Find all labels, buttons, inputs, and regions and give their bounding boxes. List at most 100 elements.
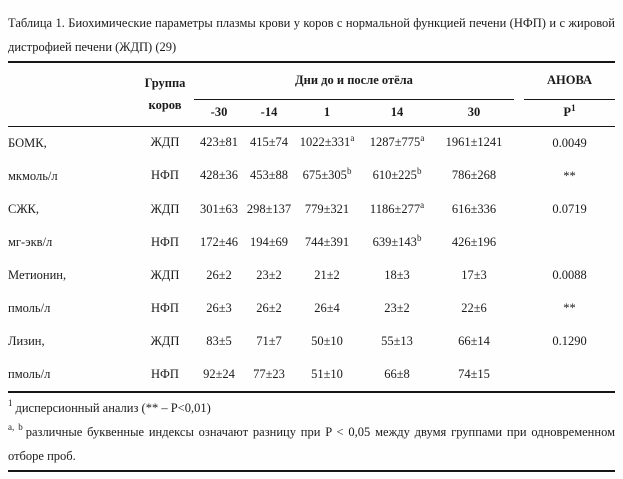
p-value-cell: 0.0049 **: [524, 126, 615, 193]
value-cell: 1961±1241: [445, 135, 503, 150]
value-cell: 616±336: [451, 201, 497, 216]
group-label: НФП: [151, 234, 179, 249]
value-cell: 77±23: [253, 366, 285, 381]
parameter-unit: пмоль/л: [8, 300, 51, 315]
parameter-szhk: СЖК, мг-экв/л: [8, 193, 136, 259]
p-header: P1: [524, 99, 615, 127]
group-label: ЖДП: [150, 201, 180, 216]
p-value: 0.0049: [552, 135, 587, 150]
footnote-2: a, b различные буквенные индексы означают…: [8, 420, 615, 468]
p-value: 0.0719: [552, 201, 587, 216]
parameter-bomk: БОМК, мкмоль/л: [8, 126, 136, 193]
footnote-2-text: различные буквенные индексы означают раз…: [8, 424, 615, 463]
significance-stars: **: [563, 300, 576, 315]
value-cell: 786±268: [451, 168, 497, 183]
value-cell: 426±196: [451, 234, 497, 249]
value-cell: 1186±277a: [369, 199, 425, 216]
footnotes: 1 дисперсионный анализ (** – P<0,01) a, b…: [8, 396, 615, 468]
table-header: Группа коров Дни до и после отёла АНОВА …: [8, 62, 615, 127]
value-cell: 639±143b: [372, 232, 422, 249]
value-cell: 23±2: [256, 267, 282, 282]
table-caption: Таблица 1. Биохимические параметры плазм…: [8, 16, 615, 54]
spacer: [514, 193, 524, 259]
parameter-name: СЖК,: [8, 201, 39, 216]
footnote-2-marker: a, b: [8, 422, 23, 433]
day-header-2: 1: [294, 99, 360, 127]
anova-header: АНОВА: [524, 62, 615, 100]
value-cell: 26±3: [206, 300, 232, 315]
biochemical-parameters-table: Группа коров Дни до и после отёла АНОВА …: [8, 61, 615, 393]
p-value-cell: 0.0719: [524, 193, 615, 259]
parameter-methionine: Метионин, пмоль/л: [8, 259, 136, 325]
table-row: Метионин, пмоль/л ЖДП 26±2 23±2 21±2 18±…: [8, 259, 615, 315]
value-cell: 26±2: [206, 267, 232, 282]
value-cell: 415±74: [249, 135, 289, 150]
p-value: 0.0088: [552, 267, 587, 282]
value-cell: 92±24: [203, 366, 235, 381]
significance-stars: [524, 358, 615, 391]
value-cell: 21±2: [314, 267, 340, 282]
table-row: Лизин, пмоль/л ЖДП 83±5 71±7 50±10 55±13…: [8, 325, 615, 381]
parameter-unit: пмоль/л: [8, 366, 51, 381]
value-cell: 172±46: [199, 234, 239, 249]
p-value-cell: 0.1290: [524, 325, 615, 392]
significance-stars: [524, 226, 615, 259]
table-row: НФП 428±36 453±88 675±305b 610±225b 786±…: [8, 159, 615, 192]
sig-index: a: [420, 133, 425, 144]
spacer: [514, 126, 524, 193]
value-cell: 18±3: [384, 267, 410, 282]
p-label: P: [563, 105, 572, 119]
value-cell: 55±13: [381, 333, 413, 348]
value-cell: 423±81: [199, 135, 239, 150]
bottom-divider: [8, 469, 615, 472]
value-cell: 50±10: [311, 333, 343, 348]
parameter-name: БОМК,: [8, 135, 47, 150]
footnote-1-text: дисперсионный анализ (** – P<0,01): [15, 400, 211, 415]
day-header-3: 14: [360, 99, 434, 127]
group-column-header: Группа коров: [136, 62, 194, 127]
value-cell: 26±4: [314, 300, 340, 315]
significance-stars: **: [563, 168, 576, 183]
value-cell: 66±8: [384, 366, 410, 381]
group-label: НФП: [151, 300, 179, 315]
value-cell: 22±6: [461, 300, 487, 315]
value-cell: 453±88: [249, 168, 289, 183]
value-cell: 23±2: [384, 300, 410, 315]
value-cell: 675±305b: [302, 166, 352, 183]
parameter-name: Метионин,: [8, 267, 67, 282]
table-row: СЖК, мг-экв/л ЖДП 301±63 298±137 779±321…: [8, 193, 615, 249]
day-header-0: -30: [194, 99, 244, 127]
parameter-column-header: [8, 62, 136, 127]
spacer: [514, 259, 524, 325]
day-header-4: 30: [434, 99, 514, 127]
sig-index: a: [420, 199, 425, 210]
spacer: [514, 325, 524, 392]
value-cell: 51±10: [311, 366, 343, 381]
day-header-1: -14: [244, 99, 294, 127]
parameter-lysine: Лизин, пмоль/л: [8, 325, 136, 392]
value-cell: 83±5: [206, 333, 232, 348]
value-cell: 744±391: [304, 234, 350, 249]
header-spacer: [514, 62, 524, 127]
group-label: ЖДП: [150, 135, 180, 150]
table-row: НФП 26±3 26±2 26±4 23±2 22±6: [8, 292, 615, 325]
parameter-unit: мг-экв/л: [8, 234, 53, 249]
p-value-cell: 0.0088 **: [524, 259, 615, 325]
group-label: НФП: [151, 366, 179, 381]
value-cell: 71±7: [256, 333, 282, 348]
value-cell: 1022±331a: [299, 133, 355, 150]
sig-index: a: [350, 133, 355, 144]
value-cell: 194±69: [249, 234, 289, 249]
table-row: НФП 172±46 194±69 744±391 639±143b 426±1…: [8, 226, 615, 259]
value-cell: 66±14: [458, 333, 490, 348]
parameter-name: Лизин,: [8, 333, 45, 348]
parameter-unit: мкмоль/л: [8, 168, 58, 183]
value-cell: 74±15: [458, 366, 490, 381]
sig-index: b: [346, 166, 352, 177]
value-cell: 610±225b: [372, 166, 422, 183]
sig-index: b: [416, 232, 422, 243]
value-cell: 17±3: [461, 267, 487, 282]
table-row: БОМК, мкмоль/л ЖДП 423±81 415±74 1022±33…: [8, 126, 615, 183]
value-cell: 26±2: [256, 300, 282, 315]
